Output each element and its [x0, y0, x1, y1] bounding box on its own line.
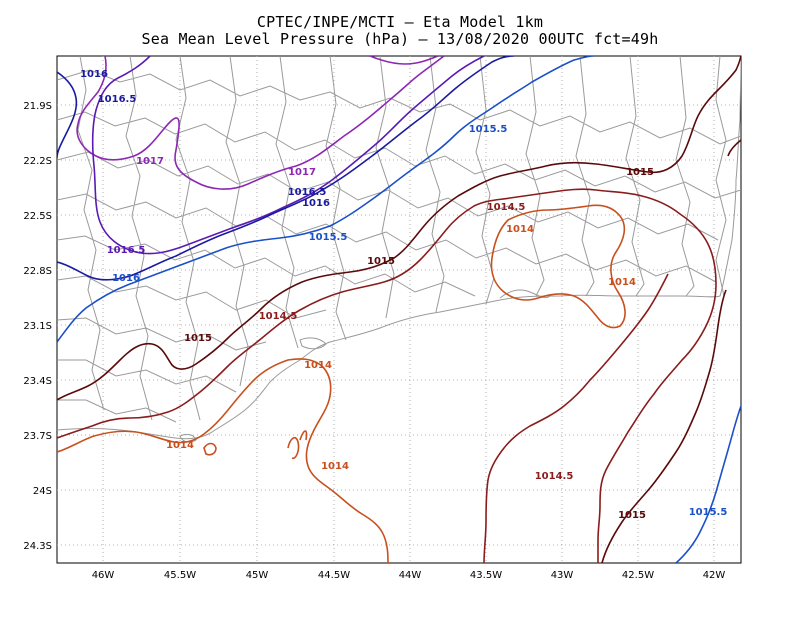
longitude-labels: 46W 45.5W 45W 44.5W 44W 43.5W 43W 42.5W 42W — [92, 570, 726, 581]
contour-1014-5-south — [483, 273, 669, 563]
lat-tick-label: 22.8S — [23, 266, 52, 277]
coastline — [57, 59, 741, 440]
lon-tick-label: 44.5W — [318, 570, 350, 581]
contour-1015-southeast — [601, 289, 727, 563]
lon-tick-label: 43W — [551, 570, 574, 581]
contour-label-l1017a: 1017 — [136, 156, 164, 167]
lon-tick-label: 45W — [246, 570, 269, 581]
contour-label-l1016a: 1016 — [80, 69, 108, 80]
contour-label-l1015a: 1015 — [367, 256, 395, 267]
contour-label-l1016c: 1016 — [112, 273, 140, 284]
contour-1014-5 — [57, 188, 717, 563]
contour-1014-oval — [490, 204, 626, 329]
contour-label-l1017b: 1017 — [288, 167, 316, 178]
lat-tick-label: 23.7S — [23, 431, 52, 442]
lat-tick-label: 23.4S — [23, 376, 52, 387]
contour-label-l1015_5b: 1015.5 — [309, 232, 348, 243]
contour-1017 — [76, 56, 445, 190]
lat-tick-label: 22.2S — [23, 156, 52, 167]
lat-tick-label: 23.1S — [23, 321, 52, 332]
lat-tick-label: 24S — [33, 486, 52, 497]
lon-tick-label: 46W — [92, 570, 115, 581]
lon-tick-label: 43.5W — [470, 570, 502, 581]
contour-1014-blob — [203, 442, 217, 456]
contour-1015-5-southeast — [675, 405, 741, 563]
lat-tick-label: 21.9S — [23, 101, 52, 112]
contour-label-l1015_5c: 1015.5 — [689, 507, 728, 518]
contour-labels: 10161016.5101710171016.510161015.51015.5… — [80, 69, 727, 521]
contour-label-l1014_5b: 1014.5 — [487, 202, 526, 213]
contour-label-l1016_5c: 1016.5 — [107, 245, 146, 256]
contour-label-l1015b: 1015 — [184, 333, 212, 344]
contour-label-l1014d: 1014 — [166, 440, 194, 451]
title-line-1: CPTEC/INPE/MCTI – Eta Model 1km — [256, 13, 544, 31]
contour-label-l1014c: 1014 — [304, 360, 332, 371]
island-2 — [179, 433, 197, 443]
contour-label-l1015d: 1015 — [618, 510, 646, 521]
island — [299, 337, 327, 350]
coastline-and-borders — [57, 56, 741, 443]
contour-label-l1016_5b: 1016.5 — [288, 187, 327, 198]
contour-1014-southwest — [57, 358, 389, 563]
title-line-2: Sea Mean Level Pressure (hPa) – 13/08/20… — [141, 30, 659, 48]
contour-1016-5 — [91, 56, 485, 255]
latitude-labels: 21.9S 22.2S 22.5S 22.8S 23.1S 23.4S 23.7S 24S 24… — [23, 101, 52, 552]
contour-label-l1014e: 1014 — [321, 461, 349, 472]
contour-label-l1016b: 1016 — [302, 198, 330, 209]
contour-label-l1014b: 1014 — [608, 277, 636, 288]
lon-tick-label: 42W — [703, 570, 726, 581]
lat-tick-label: 24.3S — [23, 541, 52, 552]
lon-tick-label: 45.5W — [164, 570, 196, 581]
contour-label-l1014_5c: 1014.5 — [535, 471, 574, 482]
bay-outline — [499, 289, 551, 299]
contour-label-l1015_5a: 1015.5 — [469, 124, 508, 135]
contour-1016 — [57, 56, 515, 281]
map-frame — [56, 55, 742, 564]
contour-1014-wiggle — [287, 430, 308, 460]
contour-label-l1015c: 1015 — [626, 167, 654, 178]
contour-1015 — [57, 56, 741, 401]
contour-label-l1014a: 1014 — [506, 224, 534, 235]
contour-1015-5 — [57, 56, 595, 343]
contour-1017-top — [369, 56, 439, 65]
contour-label-l1014_5a: 1014.5 — [259, 311, 298, 322]
lon-tick-label: 42.5W — [622, 570, 654, 581]
lon-tick-label: 44W — [399, 570, 422, 581]
contour-label-l1016_5a: 1016.5 — [98, 94, 137, 105]
lat-tick-label: 22.5S — [23, 211, 52, 222]
borders — [57, 56, 741, 423]
